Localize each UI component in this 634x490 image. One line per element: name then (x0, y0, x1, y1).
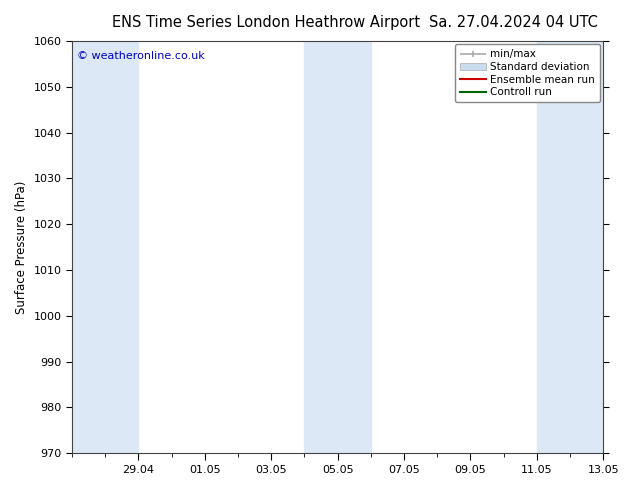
Text: Sa. 27.04.2024 04 UTC: Sa. 27.04.2024 04 UTC (429, 15, 598, 30)
Text: ENS Time Series London Heathrow Airport: ENS Time Series London Heathrow Airport (112, 15, 420, 30)
Bar (537, 41, 570, 453)
Legend: min/max, Standard deviation, Ensemble mean run, Controll run: min/max, Standard deviation, Ensemble me… (455, 44, 600, 102)
Bar (338, 41, 371, 453)
Bar (570, 41, 603, 453)
Y-axis label: Surface Pressure (hPa): Surface Pressure (hPa) (15, 180, 28, 314)
Bar (105, 41, 138, 453)
Bar (304, 41, 338, 453)
Text: © weatheronline.co.uk: © weatheronline.co.uk (77, 51, 205, 61)
Bar (72, 41, 105, 453)
